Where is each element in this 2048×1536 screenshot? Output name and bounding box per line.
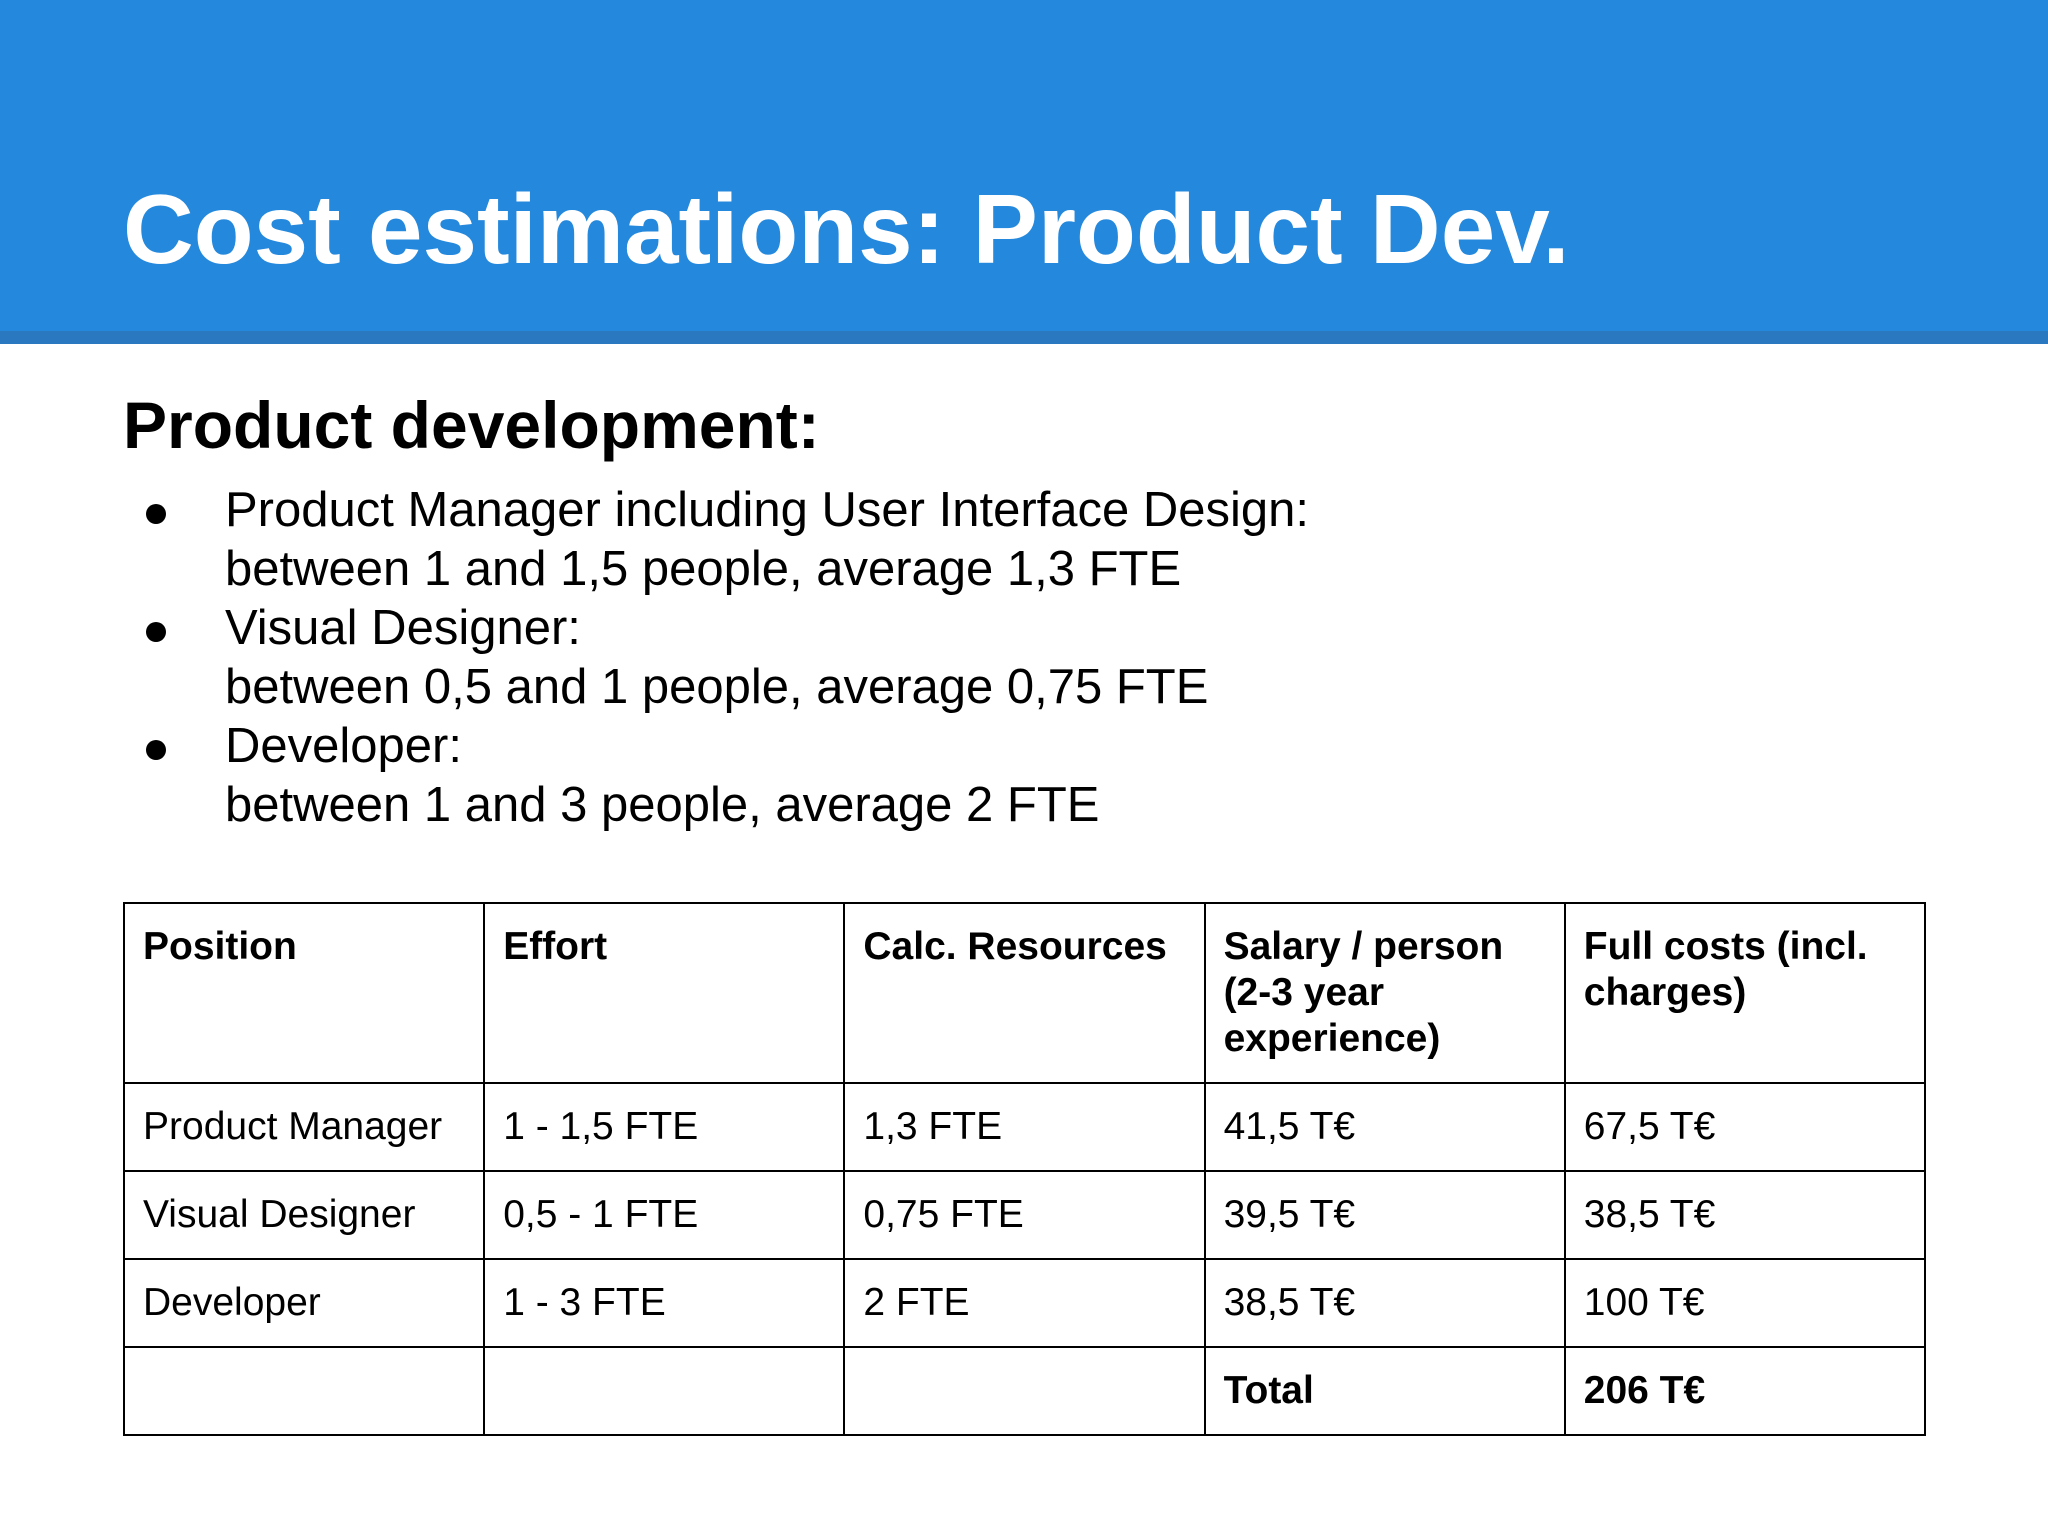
bullet-detail: between 0,5 and 1 people, average 0,75 F… xyxy=(225,660,1209,714)
cell-full-costs: 67,5 T€ xyxy=(1563,1082,1927,1172)
cell-effort: 1 - 1,5 FTE xyxy=(483,1082,846,1172)
bullet-item-product-manager: Product Manager including User Interface… xyxy=(140,481,1309,599)
cell-salary: 39,5 T€ xyxy=(1203,1170,1566,1260)
total-value: 206 T€ xyxy=(1563,1346,1927,1436)
bullet-detail: between 1 and 3 people, average 2 FTE xyxy=(225,778,1100,832)
bullet-item-developer: Developer: between 1 and 3 people, avera… xyxy=(140,717,1309,835)
cell-salary: 41,5 T€ xyxy=(1203,1082,1566,1172)
bullet-dot-icon xyxy=(146,504,166,524)
cell-empty xyxy=(843,1346,1206,1436)
cell-full-costs: 100 T€ xyxy=(1563,1258,1927,1348)
bullet-title: Product Manager including User Interface… xyxy=(225,483,1310,537)
header-calc-resources: Calc. Resources xyxy=(843,902,1206,1084)
bullet-dot-icon xyxy=(146,622,166,642)
header-position: Position xyxy=(122,902,486,1084)
cell-position: Product Manager xyxy=(122,1082,486,1172)
cell-empty xyxy=(122,1346,486,1436)
table-row: Visual Designer 0,5 - 1 FTE 0,75 FTE 39,… xyxy=(122,1170,1927,1260)
bullet-title: Visual Designer: xyxy=(225,601,581,655)
bullet-title: Developer: xyxy=(225,719,462,773)
header-full-costs: Full costs (incl. charges) xyxy=(1563,902,1927,1084)
cell-position: Visual Designer xyxy=(122,1170,486,1260)
section-heading: Product development: xyxy=(123,388,820,462)
total-label: Total xyxy=(1203,1346,1566,1436)
table-row: Product Manager 1 - 1,5 FTE 1,3 FTE 41,5… xyxy=(122,1082,1927,1172)
cell-position: Developer xyxy=(122,1258,486,1348)
cell-salary: 38,5 T€ xyxy=(1203,1258,1566,1348)
header-effort: Effort xyxy=(483,902,846,1084)
cell-effort: 1 - 3 FTE xyxy=(483,1258,846,1348)
cell-calc-resources: 1,3 FTE xyxy=(843,1082,1206,1172)
table-row: Developer 1 - 3 FTE 2 FTE 38,5 T€ 100 T€ xyxy=(122,1258,1927,1348)
bullet-dot-icon xyxy=(146,740,166,760)
table-header-row: Position Effort Calc. Resources Salary /… xyxy=(122,902,1927,1084)
cell-effort: 0,5 - 1 FTE xyxy=(483,1170,846,1260)
cell-empty xyxy=(483,1346,846,1436)
bullet-item-visual-designer: Visual Designer: between 0,5 and 1 peopl… xyxy=(140,599,1309,717)
cell-calc-resources: 0,75 FTE xyxy=(843,1170,1206,1260)
slide-title: Cost estimations: Product Dev. xyxy=(123,174,1570,284)
header-salary-per-person: Salary / person (2-3 year experience) xyxy=(1203,902,1566,1084)
cell-calc-resources: 2 FTE xyxy=(843,1258,1206,1348)
bullet-list: Product Manager including User Interface… xyxy=(140,481,1309,835)
title-banner-stripe xyxy=(0,331,2048,344)
bullet-detail: between 1 and 1,5 people, average 1,3 FT… xyxy=(225,542,1182,596)
table-total-row: Total 206 T€ xyxy=(122,1346,1927,1436)
title-banner xyxy=(0,0,2048,331)
cost-table: Position Effort Calc. Resources Salary /… xyxy=(122,902,1927,1436)
cell-full-costs: 38,5 T€ xyxy=(1563,1170,1927,1260)
